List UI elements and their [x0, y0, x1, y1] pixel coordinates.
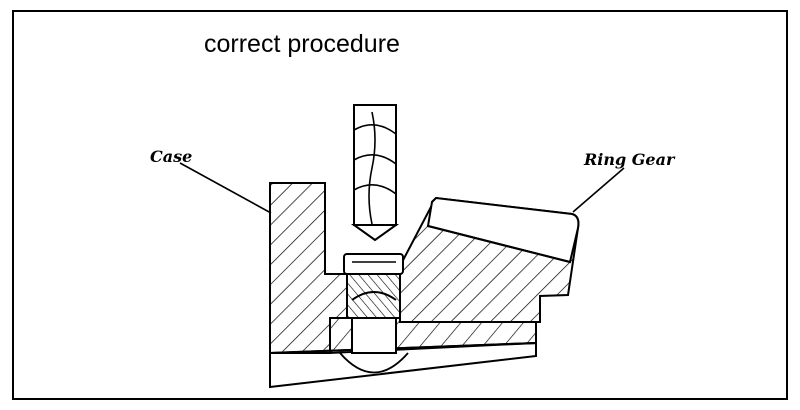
ring-gear-body: [399, 196, 580, 323]
bolt: [339, 253, 409, 374]
case-leader-line: [179, 162, 272, 214]
case-label: Case: [150, 147, 193, 166]
ring-gear-leader-line: [572, 167, 625, 213]
diagram-title: correct procedure: [204, 30, 400, 58]
drill-bit: [350, 104, 400, 242]
ring-gear-label: Ring Gear: [584, 150, 675, 169]
